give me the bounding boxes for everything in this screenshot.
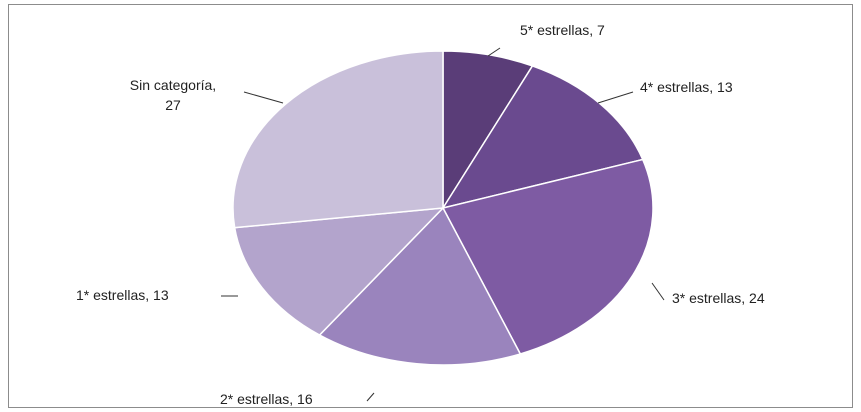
leader-line xyxy=(487,47,501,57)
leader-line xyxy=(243,91,284,104)
leader-line xyxy=(651,282,665,301)
pie-slice-2-estrellas xyxy=(318,206,522,366)
pie-slice-4-estrellas xyxy=(441,65,644,210)
data-label-line: 27 xyxy=(165,97,181,113)
leader-line xyxy=(597,91,634,104)
pie-slice-3-estrellas xyxy=(441,158,654,355)
data-label: 3* estrellas, 24 xyxy=(672,290,765,306)
pie-slice-sin-categor-a xyxy=(232,50,444,229)
data-label: 4* estrellas, 13 xyxy=(640,79,733,95)
data-label-line: Sin categoría, xyxy=(130,77,216,93)
pie-slice-1-estrellas xyxy=(233,207,445,336)
data-label: Sin categoría, 27 xyxy=(130,77,216,113)
data-label: 2* estrellas, 16 xyxy=(220,391,313,407)
data-label: 5* estrellas, 7 xyxy=(520,22,605,38)
leader-line xyxy=(366,392,375,402)
data-label: 1* estrellas, 13 xyxy=(76,287,169,303)
